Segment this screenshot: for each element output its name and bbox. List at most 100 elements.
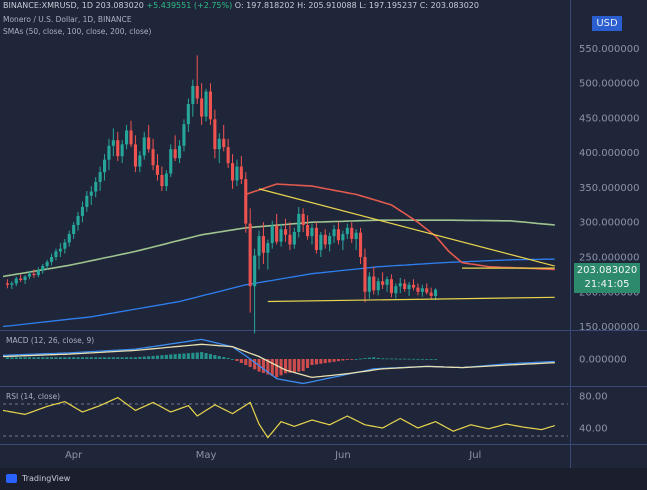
macd-histogram-bar — [385, 358, 389, 360]
candle-body — [244, 179, 248, 224]
y-tick-label: 150.000000 — [579, 322, 639, 333]
candle-body — [94, 181, 98, 192]
rsi-tick-label: 40.00 — [579, 424, 608, 435]
candle-body — [80, 206, 84, 216]
candle-body — [67, 234, 71, 243]
candle-body — [266, 243, 270, 253]
candle-body — [323, 234, 327, 245]
study-line: Monero / U.S. Dollar, 1D, BINANCE — [3, 15, 132, 24]
candle-body — [204, 91, 208, 117]
macd-histogram-bar — [94, 357, 98, 359]
macd-histogram-bar — [398, 358, 402, 360]
candle-body — [41, 266, 45, 271]
macd-histogram-bar — [314, 359, 318, 365]
candle-body — [310, 227, 314, 237]
candle-body — [151, 149, 155, 166]
candle-body — [425, 288, 429, 293]
candle-body — [284, 229, 288, 235]
candle-body — [195, 86, 199, 99]
macd-histogram-bar — [434, 359, 438, 360]
candle-body — [253, 255, 257, 287]
macd-histogram-bar — [111, 357, 115, 359]
candle-body — [222, 138, 226, 148]
candle-body — [23, 276, 27, 280]
candle-body — [288, 234, 292, 245]
candle-body — [155, 165, 159, 175]
macd-histogram-bar — [253, 359, 257, 370]
rsi-legend[interactable]: RSI (14, close) — [6, 392, 61, 401]
macd-histogram-bar — [72, 357, 76, 359]
macd-histogram-bar — [381, 358, 385, 360]
macd-histogram-bar — [151, 355, 155, 359]
macd-histogram-bar — [394, 358, 398, 360]
y-tick-label: 250.000000 — [579, 253, 639, 264]
macd-histogram-bar — [345, 359, 349, 360]
macd-histogram-bar — [129, 357, 133, 359]
macd-histogram-bar — [323, 359, 327, 364]
footer-bar — [0, 468, 647, 490]
candle-body — [111, 140, 115, 146]
macd-histogram-bar — [319, 359, 323, 364]
macd-histogram-bar — [23, 357, 27, 359]
candle-body — [32, 273, 36, 276]
macd-histogram-bar — [425, 359, 429, 360]
candle-body — [116, 140, 120, 157]
macd-histogram-bar — [261, 359, 265, 373]
symbol-name[interactable]: BINANCE:XMRUSD, 1D — [3, 1, 93, 10]
macd-histogram-bar — [204, 353, 208, 359]
sma100-line — [2, 219, 555, 278]
y-tick-label: 350.000000 — [579, 183, 639, 194]
macd-histogram-bar — [420, 358, 424, 360]
y-tick-label: 400.000000 — [579, 148, 639, 159]
macd-histogram-bar — [58, 357, 62, 359]
candle-body — [200, 98, 204, 117]
candle-body — [350, 227, 354, 239]
candle-body — [169, 149, 173, 174]
macd-line — [2, 338, 555, 385]
macd-histogram-bar — [208, 354, 212, 359]
x-tick-label: Jun — [334, 450, 351, 461]
candle-body — [213, 119, 217, 150]
candle-body — [381, 281, 385, 285]
macd-histogram-bar — [107, 357, 111, 359]
candle-body — [107, 145, 111, 160]
macd-histogram-bar — [133, 357, 137, 359]
candle-body — [416, 287, 420, 292]
candle-body — [217, 138, 221, 150]
macd-histogram-bar — [231, 359, 235, 360]
sma-legend[interactable]: SMAs (50, close, 100, close, 200, close) — [3, 27, 152, 36]
macd-histogram-bar — [89, 357, 93, 359]
macd-histogram-bar — [275, 359, 279, 378]
macd-histogram-bar — [98, 357, 102, 359]
candle-body — [301, 213, 305, 225]
macd-histogram-bar — [173, 354, 177, 359]
macd-histogram-bar — [14, 357, 18, 359]
bar-countdown: 21:41:05 — [584, 279, 630, 290]
candle-body — [186, 104, 190, 125]
candle-body — [434, 289, 438, 296]
candle-body — [10, 283, 14, 285]
tradingview-logo-icon[interactable] — [6, 474, 17, 483]
candle-body — [160, 175, 164, 187]
candle-body — [429, 292, 433, 296]
macd-histogram-bar — [226, 358, 230, 359]
currency-button[interactable]: USD — [592, 16, 622, 31]
candle-body — [173, 149, 177, 159]
candle-body — [5, 283, 9, 285]
brand-label[interactable]: TradingView — [22, 474, 71, 483]
x-tick-label: May — [196, 450, 217, 461]
macd-histogram-bar — [292, 359, 296, 373]
macd-histogram-bar — [367, 357, 371, 359]
candle-body — [389, 279, 393, 294]
macd-legend[interactable]: MACD (12, 26, close, 9) — [6, 336, 95, 345]
macd-histogram-bar — [85, 357, 89, 359]
macd-histogram-bar — [310, 359, 314, 365]
price-change: +5.439551 (+2.75%) — [146, 1, 233, 10]
candle-body — [142, 137, 146, 156]
macd-histogram-bar — [36, 357, 40, 359]
macd-histogram-bar — [363, 358, 367, 359]
candle-body — [279, 229, 283, 242]
macd-histogram-bar — [248, 359, 252, 367]
macd-histogram-bar — [341, 359, 345, 361]
